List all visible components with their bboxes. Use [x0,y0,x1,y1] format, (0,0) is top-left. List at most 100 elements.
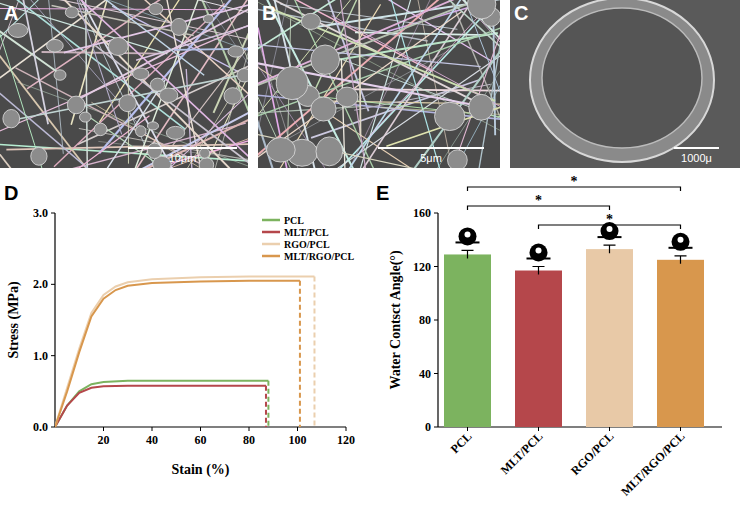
fiber [280,4,457,29]
fiber [258,40,481,67]
bead [8,23,28,37]
fiber [258,107,360,118]
fiber [0,8,225,10]
fiber [337,0,389,168]
fiber [258,27,471,104]
fiber [99,0,246,122]
bead [108,37,128,55]
x-tick [152,427,153,431]
y-tick-label: 40 [419,367,431,381]
bead [94,123,107,135]
fiber [79,79,166,168]
droplet-highlight [607,226,613,232]
fiber [0,0,184,168]
panel-label: C [514,2,528,24]
bead [47,39,64,52]
bead [65,7,78,18]
droplet-base [456,241,480,243]
panel-label: E [376,182,389,204]
bead [147,143,161,158]
series-line [55,281,300,427]
scale-bar-label: 10μm [169,152,197,164]
fiber [282,0,500,168]
x-tick [609,427,610,431]
y-tick-label: 1.0 [33,349,48,363]
y-tick [434,373,438,374]
y-tick-label: 0 [425,420,431,434]
series-line [55,386,266,427]
bead [311,97,336,121]
series-drop [267,381,269,427]
bead [79,112,91,122]
bead [171,18,187,35]
y-axis-label: Stress (MPa) [6,281,22,358]
fiber [369,0,500,137]
fiber [138,0,248,34]
significance-label: * [535,193,542,208]
bead [203,15,213,23]
fiber [329,33,498,61]
scale-bar-label: 5μm [420,152,442,164]
fiber [258,0,327,168]
bead [147,122,158,130]
x-tick-label: PCL [448,429,475,456]
fiber [332,16,500,163]
fiber [4,64,248,122]
fiber [178,0,248,114]
bead [435,102,465,130]
sem-image [510,0,740,168]
bead [448,150,468,168]
panel-label: A [4,2,18,24]
series-line [55,276,314,427]
bead [237,68,248,81]
legend-swatch [262,255,280,258]
droplet-highlight [678,237,684,243]
fiber [359,0,361,137]
bead [133,68,149,80]
bead [31,147,47,165]
y-tick-label: 160 [413,206,431,220]
fiber [128,0,129,164]
droplet-base [669,247,693,249]
y-tick-label: 2.0 [33,277,48,291]
fiber [258,0,343,168]
fiber [258,123,500,168]
series-line [55,381,268,427]
fiber [42,52,164,54]
bar [586,249,633,427]
legend-label: RGO/PCL [284,239,330,250]
bar [515,271,562,427]
scale-bar [674,147,719,149]
fiber [95,46,248,168]
error-bar [675,256,687,264]
fiber [0,0,62,168]
series-drop [299,281,301,427]
legend-swatch [262,243,280,246]
bead [301,13,320,29]
y-tick [51,213,55,214]
bead [200,148,210,158]
fiber [386,84,500,146]
bead [149,3,163,14]
error-bar [604,245,616,253]
x-tick [680,427,681,431]
x-tick-label: 40 [146,433,158,447]
x-tick-label: 80 [243,433,255,447]
bead [67,96,85,114]
tube-lumen [542,8,702,148]
fiber [266,6,495,101]
droplet-base [527,258,551,260]
scale-bar [128,147,237,149]
droplet-highlight [465,231,471,237]
x-axis-label: Stain (%) [172,462,230,478]
y-tick [434,427,438,428]
bead [467,0,495,19]
bead [224,88,241,105]
bar [657,260,704,427]
y-tick [51,284,55,285]
bead [54,70,66,80]
y-tick [434,266,438,267]
droplet-highlight [536,248,542,254]
fiber [402,20,500,168]
x-tick [200,427,201,431]
